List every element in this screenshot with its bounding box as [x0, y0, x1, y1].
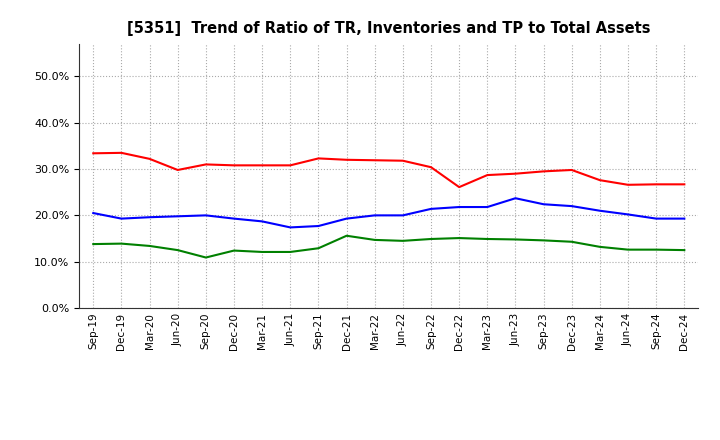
- Trade Payables: [511, 237, 520, 242]
- Inventories: [624, 212, 632, 217]
- Trade Receivables: [427, 165, 436, 170]
- Trade Payables: [399, 238, 408, 243]
- Inventories: [399, 213, 408, 218]
- Trade Receivables: [286, 163, 294, 168]
- Line: Trade Payables: Trade Payables: [94, 236, 684, 257]
- Trade Payables: [680, 247, 688, 253]
- Trade Receivables: [455, 184, 464, 190]
- Trade Payables: [145, 243, 154, 249]
- Trade Payables: [314, 246, 323, 251]
- Inventories: [202, 213, 210, 218]
- Trade Receivables: [89, 150, 98, 156]
- Trade Payables: [652, 247, 660, 252]
- Trade Payables: [202, 255, 210, 260]
- Trade Receivables: [230, 163, 238, 168]
- Trade Payables: [595, 244, 604, 249]
- Trade Receivables: [202, 162, 210, 167]
- Trade Receivables: [539, 169, 548, 174]
- Trade Receivables: [680, 182, 688, 187]
- Line: Inventories: Inventories: [94, 198, 684, 227]
- Inventories: [117, 216, 126, 221]
- Trade Payables: [117, 241, 126, 246]
- Inventories: [595, 208, 604, 213]
- Inventories: [483, 205, 492, 210]
- Trade Receivables: [258, 163, 266, 168]
- Trade Receivables: [342, 157, 351, 162]
- Inventories: [567, 203, 576, 209]
- Inventories: [174, 214, 182, 219]
- Inventories: [427, 206, 436, 212]
- Trade Receivables: [652, 182, 660, 187]
- Trade Payables: [230, 248, 238, 253]
- Inventories: [511, 196, 520, 201]
- Trade Receivables: [624, 182, 632, 187]
- Trade Payables: [258, 249, 266, 255]
- Inventories: [89, 210, 98, 216]
- Inventories: [455, 205, 464, 210]
- Trade Payables: [370, 237, 379, 242]
- Trade Receivables: [174, 167, 182, 172]
- Trade Payables: [567, 239, 576, 244]
- Inventories: [286, 225, 294, 230]
- Trade Receivables: [314, 156, 323, 161]
- Trade Payables: [342, 233, 351, 238]
- Trade Receivables: [595, 177, 604, 183]
- Inventories: [370, 213, 379, 218]
- Trade Receivables: [145, 156, 154, 161]
- Inventories: [230, 216, 238, 221]
- Inventories: [314, 224, 323, 229]
- Trade Payables: [539, 238, 548, 243]
- Trade Payables: [455, 235, 464, 241]
- Trade Payables: [483, 236, 492, 242]
- Trade Receivables: [399, 158, 408, 163]
- Trade Receivables: [567, 167, 576, 172]
- Trade Receivables: [483, 172, 492, 178]
- Inventories: [145, 215, 154, 220]
- Trade Payables: [89, 242, 98, 247]
- Trade Receivables: [511, 171, 520, 176]
- Line: Trade Receivables: Trade Receivables: [94, 153, 684, 187]
- Inventories: [680, 216, 688, 221]
- Trade Payables: [174, 247, 182, 253]
- Trade Payables: [624, 247, 632, 252]
- Inventories: [342, 216, 351, 221]
- Trade Receivables: [117, 150, 126, 155]
- Trade Receivables: [370, 158, 379, 163]
- Trade Payables: [427, 236, 436, 242]
- Inventories: [539, 202, 548, 207]
- Inventories: [258, 219, 266, 224]
- Trade Payables: [286, 249, 294, 255]
- Inventories: [652, 216, 660, 221]
- Title: [5351]  Trend of Ratio of TR, Inventories and TP to Total Assets: [5351] Trend of Ratio of TR, Inventories…: [127, 21, 651, 36]
